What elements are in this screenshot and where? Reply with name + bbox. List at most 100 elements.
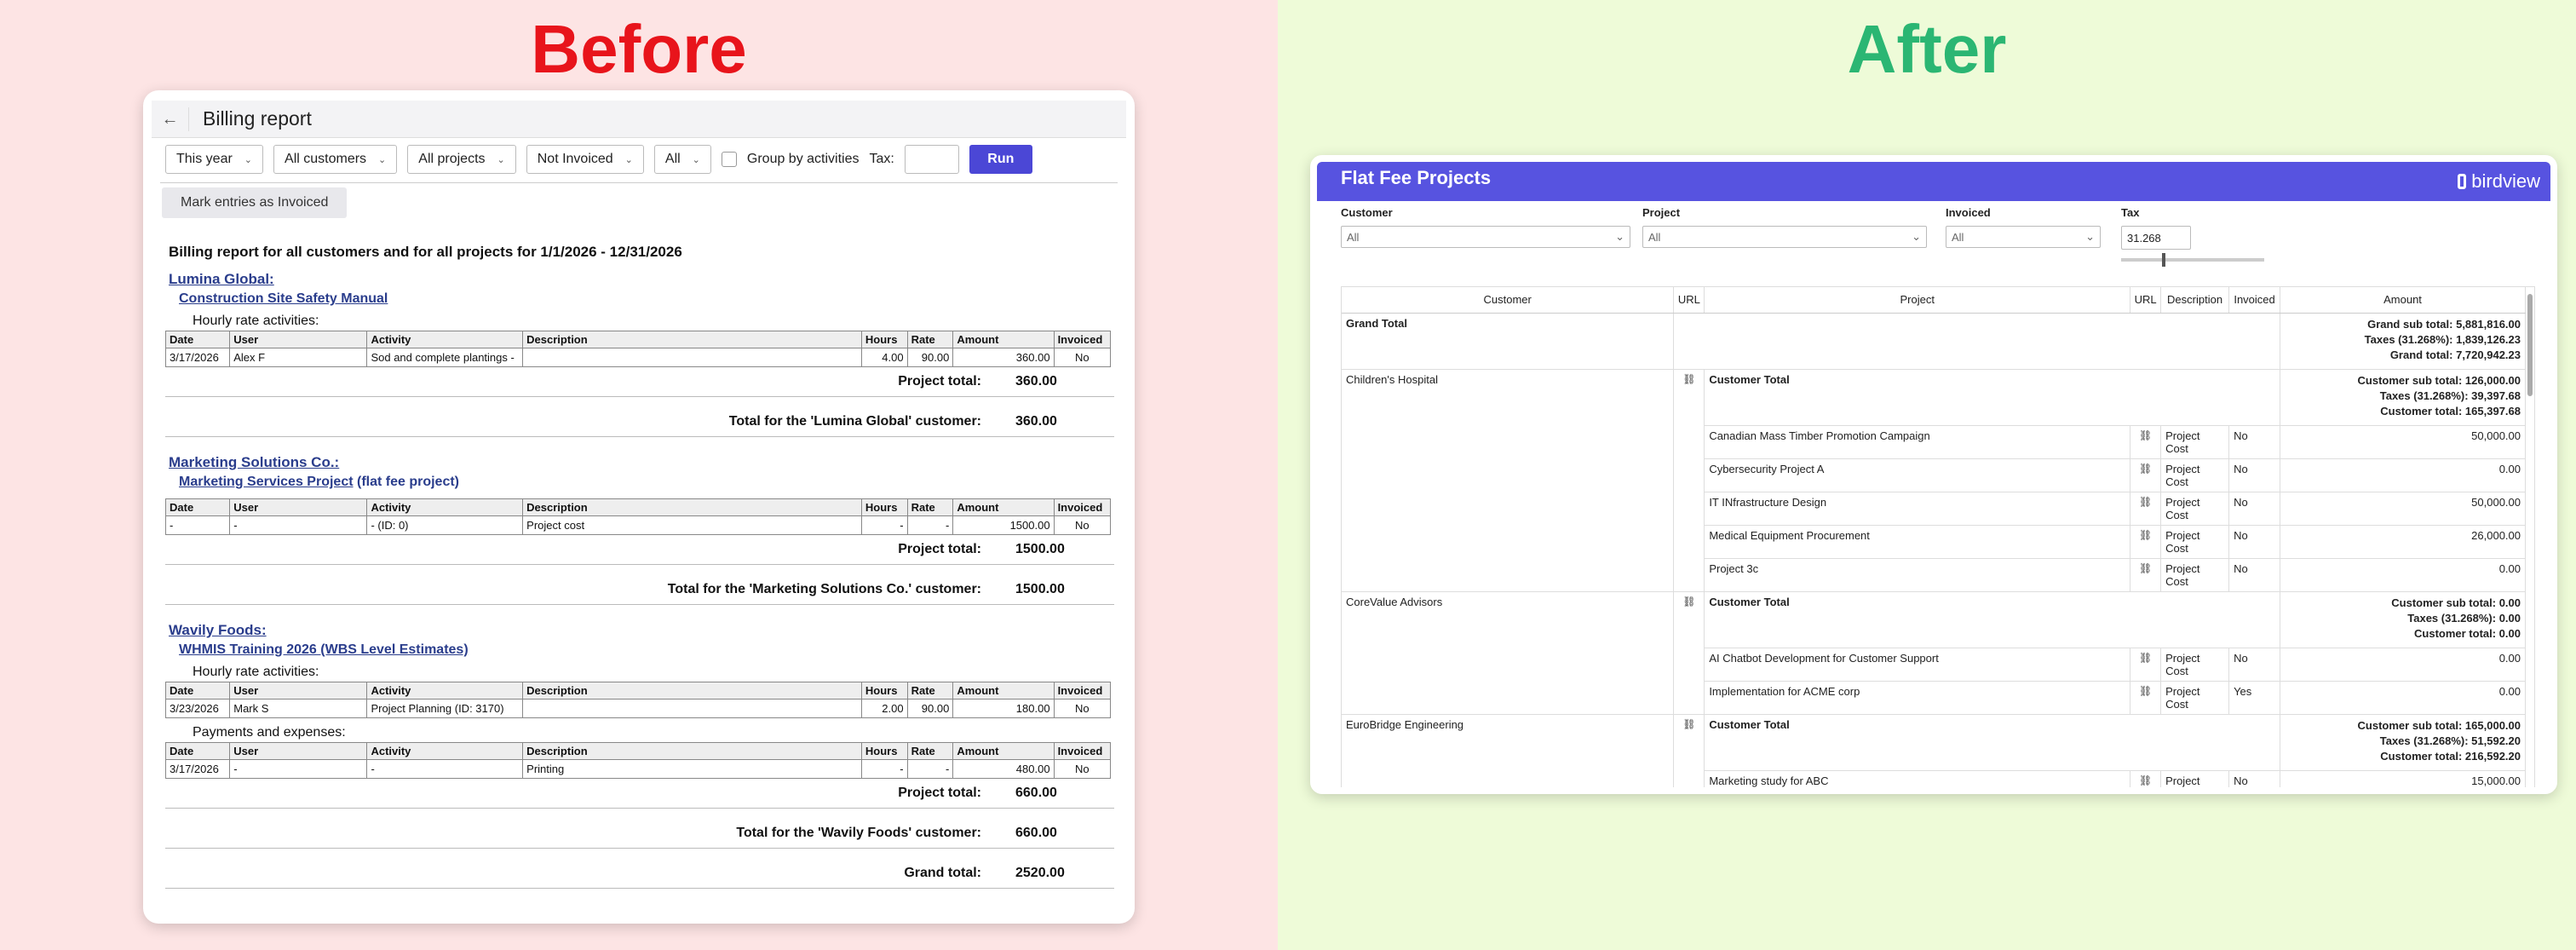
period-select-value: This year: [176, 152, 233, 166]
filter-bar: This year ⌄ All customers ⌄ All projects ⌄ …: [165, 138, 1032, 181]
after-section: After Flat Fee Projects birdview Custome…: [1278, 0, 2576, 950]
customers-select[interactable]: All customers ⌄: [273, 145, 398, 174]
chevron-down-icon: ⌄: [378, 154, 387, 165]
totals-cell: Grand sub total: 5,881,816.00 Taxes (31.2…: [2280, 313, 2526, 370]
table-header-row: Customer URL Project URL Description Invoiced…: [1342, 287, 2526, 314]
chevron-down-icon: ⌄: [692, 154, 700, 165]
customer-total-label: Customer Total: [1704, 591, 2281, 648]
project-amount: 0.00: [2280, 648, 2526, 682]
birdview-logo: birdview: [2458, 170, 2540, 193]
project-heading: WHMIS Training 2026 (WBS Level Estimates…: [179, 642, 1114, 658]
column-header: Hours: [860, 498, 908, 516]
table-cell: No: [1053, 348, 1112, 367]
link-icon[interactable]: ⛓: [1673, 591, 1705, 715]
project-name: AI Chatbot Development for Customer Supp…: [1704, 648, 2131, 682]
group-by-activities-checkbox[interactable]: [721, 152, 737, 167]
back-arrow-icon[interactable]: ←: [152, 107, 189, 131]
period-select[interactable]: This year ⌄: [165, 145, 264, 174]
projects-select[interactable]: All projects ⌄: [407, 145, 516, 174]
table-cell: 90.00: [906, 348, 954, 367]
column-header: Amount: [952, 331, 1055, 348]
project-link[interactable]: Construction Site Safety Manual: [179, 291, 388, 306]
table-cell: 3/17/2026: [164, 759, 231, 779]
project-description: Project Cost: [2160, 648, 2230, 682]
project-total-label: Project total:: [898, 374, 981, 389]
totals-cell: Customer sub total: 165,000.00 Taxes (31.…: [2280, 714, 2526, 771]
link-icon[interactable]: ⛓: [1673, 369, 1705, 592]
birdview-logo-icon: [2458, 174, 2467, 189]
table-header-row: Date User Activity Description Hours Rate Amou…: [164, 331, 1112, 348]
customer-total-label: Customer Total: [1704, 369, 2281, 426]
project-amount: 0.00: [2280, 458, 2526, 492]
tax-slider-handle[interactable]: [2162, 253, 2165, 267]
grand-total-label: Grand Total: [1342, 313, 1675, 370]
column-header: Description: [522, 331, 862, 348]
link-icon[interactable]: ⛓: [2130, 558, 2162, 592]
project-row: Canadian Mass Timber Promotion Campaign ⛓…: [1342, 425, 2526, 459]
link-icon[interactable]: ⛓: [2130, 492, 2162, 526]
project-name: Canadian Mass Timber Promotion Campaign: [1704, 425, 2131, 459]
column-header: Invoiced: [1053, 742, 1112, 760]
entries-table: Date User Activity Description Hours Rate Amou…: [164, 331, 1112, 367]
total-line: Customer total: 0.00: [2414, 626, 2521, 640]
link-icon[interactable]: ⛓: [2130, 770, 2162, 787]
run-button[interactable]: Run: [969, 145, 1032, 174]
project-row: Marketing study for ABC ⛓ Project Cost No 15…: [1342, 770, 2526, 787]
column-header: Description: [522, 742, 862, 760]
link-icon[interactable]: ⛓: [2130, 525, 2162, 559]
link-icon[interactable]: ⛓: [2130, 648, 2162, 682]
project-amount: 0.00: [2280, 558, 2526, 592]
all-select-value: All: [664, 152, 681, 166]
divider: [160, 182, 1118, 183]
project-amount: 50,000.00: [2280, 425, 2526, 459]
customer-link[interactable]: Wavily Foods:: [169, 622, 267, 638]
link-icon[interactable]: ⛓: [1673, 714, 1705, 787]
invoiced-select[interactable]: All ⌄: [1946, 226, 2101, 248]
customer-link[interactable]: Lumina Global:: [169, 271, 274, 287]
total-line: Customer total: 216,592.20: [2380, 749, 2521, 763]
table-cell: 480.00: [952, 759, 1055, 779]
customer-row: EuroBridge Engineering ⛓ Customer Total Cus…: [1342, 714, 2526, 787]
project-amount: 15,000.00: [2280, 770, 2526, 787]
invoiced-select-value: All: [1952, 230, 1964, 244]
column-header: Customer: [1342, 287, 1675, 314]
tax-input[interactable]: 31.268: [2121, 226, 2191, 250]
total-line: Customer sub total: 0.00: [2391, 596, 2521, 609]
scrollbar[interactable]: [2527, 294, 2533, 396]
table-cell: 360.00: [952, 348, 1055, 367]
project-invoiced: Yes: [2228, 681, 2281, 715]
project-link[interactable]: WHMIS Training 2026 (WBS Level Estimates…: [179, 642, 469, 657]
table-cell: [522, 699, 862, 718]
section-spacer: [169, 490, 1114, 497]
customer-total-label: Total for the 'Lumina Global' customer:: [728, 414, 981, 429]
customer-total-label: Total for the 'Wavily Foods' customer:: [736, 826, 981, 840]
all-select[interactable]: All ⌄: [653, 145, 711, 174]
mark-invoiced-button[interactable]: Mark entries as Invoiced: [162, 187, 348, 218]
project-description: Project Cost: [2160, 425, 2230, 459]
invoiced-select[interactable]: Not Invoiced ⌄: [526, 145, 644, 174]
column-header: Description: [522, 498, 862, 516]
project-row: Implementation for ACME corp ⛓ Project Cos…: [1342, 681, 2526, 715]
tax-slider[interactable]: [2121, 253, 2264, 267]
table-cell: Printing: [522, 759, 862, 779]
tax-input[interactable]: [904, 145, 959, 174]
tax-label: Tax:: [869, 152, 894, 166]
link-icon[interactable]: ⛓: [2130, 458, 2162, 492]
project-description: Project Cost: [2160, 525, 2230, 559]
project-select[interactable]: All ⌄: [1642, 226, 1927, 248]
before-section: Before ← Billing report This year ⌄ All c…: [0, 0, 1278, 950]
table-cell: -: [906, 759, 954, 779]
project-link[interactable]: Marketing Services Project: [179, 475, 354, 489]
column-header: Date: [164, 331, 231, 348]
link-icon[interactable]: ⛓: [2130, 681, 2162, 715]
total-line: Taxes (31.268%): 51,592.20: [2379, 734, 2521, 747]
project-total-label: Project total:: [898, 542, 981, 556]
customer-link[interactable]: Marketing Solutions Co.:: [169, 454, 340, 470]
billing-report-window: ← Billing report This year ⌄ All customer…: [143, 90, 1135, 924]
chevron-down-icon: ⌄: [1912, 230, 1921, 243]
column-header: Amount: [952, 498, 1055, 516]
total-line: Taxes (31.268%): 0.00: [2407, 611, 2521, 625]
customer-filter: Customer All ⌄: [1341, 206, 1630, 248]
customer-select[interactable]: All ⌄: [1341, 226, 1630, 248]
link-icon[interactable]: ⛓: [2130, 425, 2162, 459]
